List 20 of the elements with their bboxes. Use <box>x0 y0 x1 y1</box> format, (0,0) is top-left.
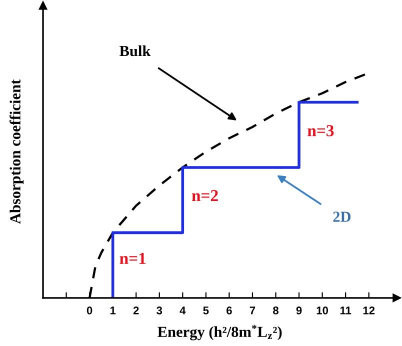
annotation: n=1 <box>120 252 146 264</box>
x-tick-label: 0 <box>86 306 92 314</box>
x-tick-label: 1 <box>110 306 116 314</box>
x-tick-label: 8 <box>273 306 278 314</box>
x-tick-label: 3 <box>156 306 162 314</box>
x-tick-label: 12 <box>363 306 375 314</box>
annotation: n=3 <box>308 125 334 136</box>
annotation: n=2 <box>192 190 218 202</box>
x-tick-label: 6 <box>226 306 232 314</box>
x-tick-label: 7 <box>250 306 256 314</box>
annotation: 2D <box>333 212 351 222</box>
x-tick-label: 9 <box>296 306 302 314</box>
x-tick-label: 5 <box>203 306 209 314</box>
text: Bulk <box>120 45 151 56</box>
x-tick-label: 11 <box>340 306 352 314</box>
x-axis-title: Energy (h²/8m$^{*}$L$_{z}$²) <box>158 324 282 340</box>
x-tick-label: 4 <box>180 306 186 314</box>
x-tick-label: 2 <box>133 306 139 314</box>
x-tick-label: 10 <box>316 306 328 314</box>
y-axis-title: Absorption coefficient <box>10 79 24 224</box>
